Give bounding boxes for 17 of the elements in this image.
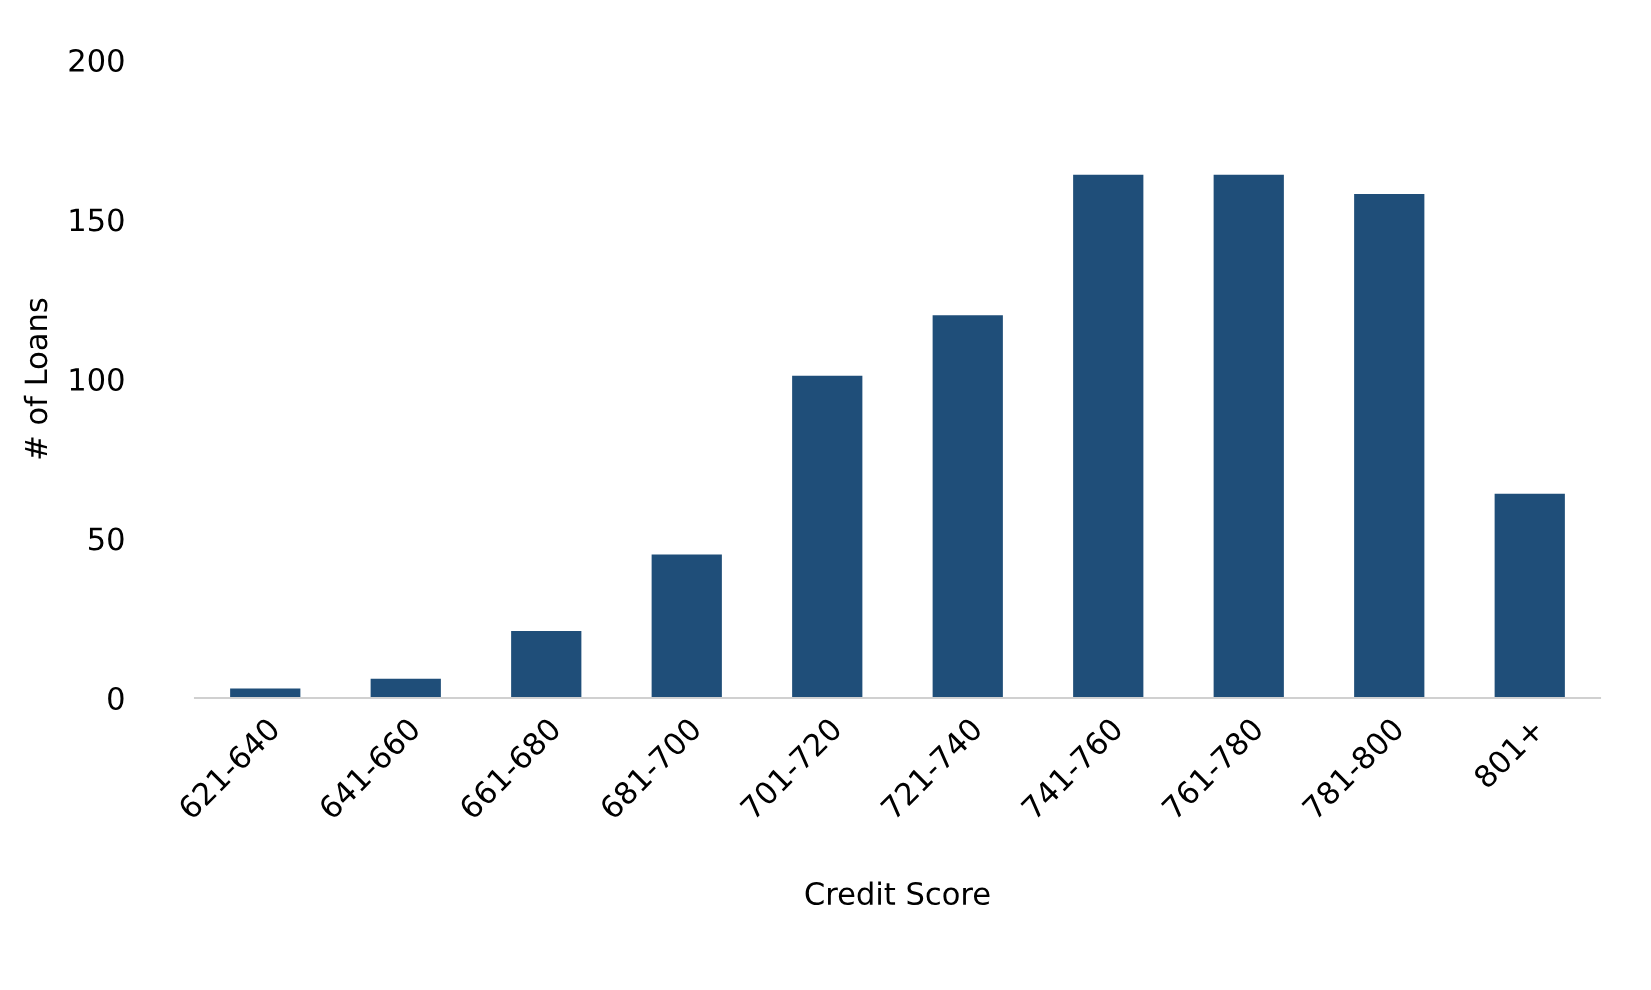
bar (511, 631, 582, 698)
bar (230, 688, 301, 698)
y-tick-label: 50 (89, 527, 124, 551)
x-axis-title: Credit Score (805, 881, 990, 906)
y-tick-label: 200 (69, 48, 124, 73)
y-tick-label: 150 (70, 208, 124, 232)
bar (1213, 174, 1284, 698)
bar (1494, 493, 1565, 698)
y-tick-label: 100 (70, 367, 124, 392)
bar (932, 315, 1003, 698)
bar (370, 678, 441, 698)
y-axis-title: # of Loans (23, 298, 48, 459)
bar (651, 554, 722, 698)
y-tick-label: 0 (108, 686, 124, 711)
bar (1354, 193, 1425, 698)
bar (792, 375, 863, 698)
bar (1073, 174, 1144, 698)
